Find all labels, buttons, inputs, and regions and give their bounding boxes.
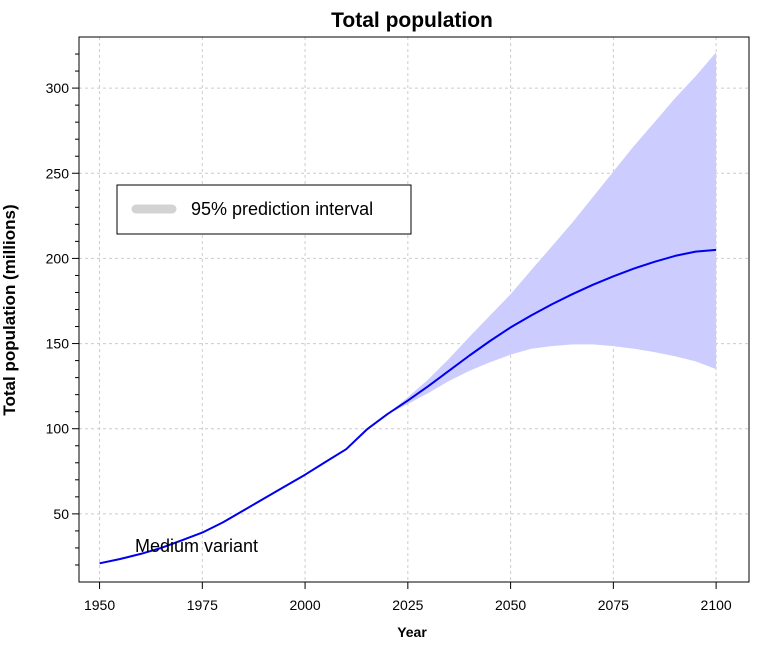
prediction-interval-area — [387, 52, 717, 415]
median-line — [99, 248, 717, 565]
x-tick-label: 2000 — [289, 597, 320, 613]
x-tick-label: 1950 — [84, 597, 115, 613]
y-tick-label: 50 — [53, 506, 69, 522]
y-axis: 50 100 150 200 250 300 — [46, 53, 79, 566]
chart-title: Total population — [331, 9, 493, 32]
x-axis: 1950 1975 2000 2025 2050 2075 2100 — [84, 582, 732, 613]
legend: 95% prediction interval — [116, 184, 412, 235]
x-tick-label: 2100 — [701, 597, 732, 613]
x-tick-label: 2050 — [495, 597, 526, 613]
x-tick-label: 1975 — [187, 597, 218, 613]
x-axis-label: Year — [397, 624, 427, 640]
y-tick-label: 300 — [46, 80, 70, 96]
medium-variant-annotation: Medium variant — [135, 536, 258, 556]
medium-variant-line — [99, 248, 717, 565]
legend-label: 95% prediction interval — [191, 199, 373, 219]
y-tick-label: 250 — [46, 165, 70, 181]
x-tick-label: 2025 — [392, 597, 423, 613]
y-tick-label: 200 — [46, 250, 70, 266]
y-tick-label: 100 — [46, 421, 70, 437]
y-axis-label: Total population (millions) — [0, 204, 19, 415]
y-tick-label: 150 — [46, 336, 70, 352]
prediction-interval-band — [387, 52, 717, 415]
x-tick-label: 2075 — [598, 597, 629, 613]
